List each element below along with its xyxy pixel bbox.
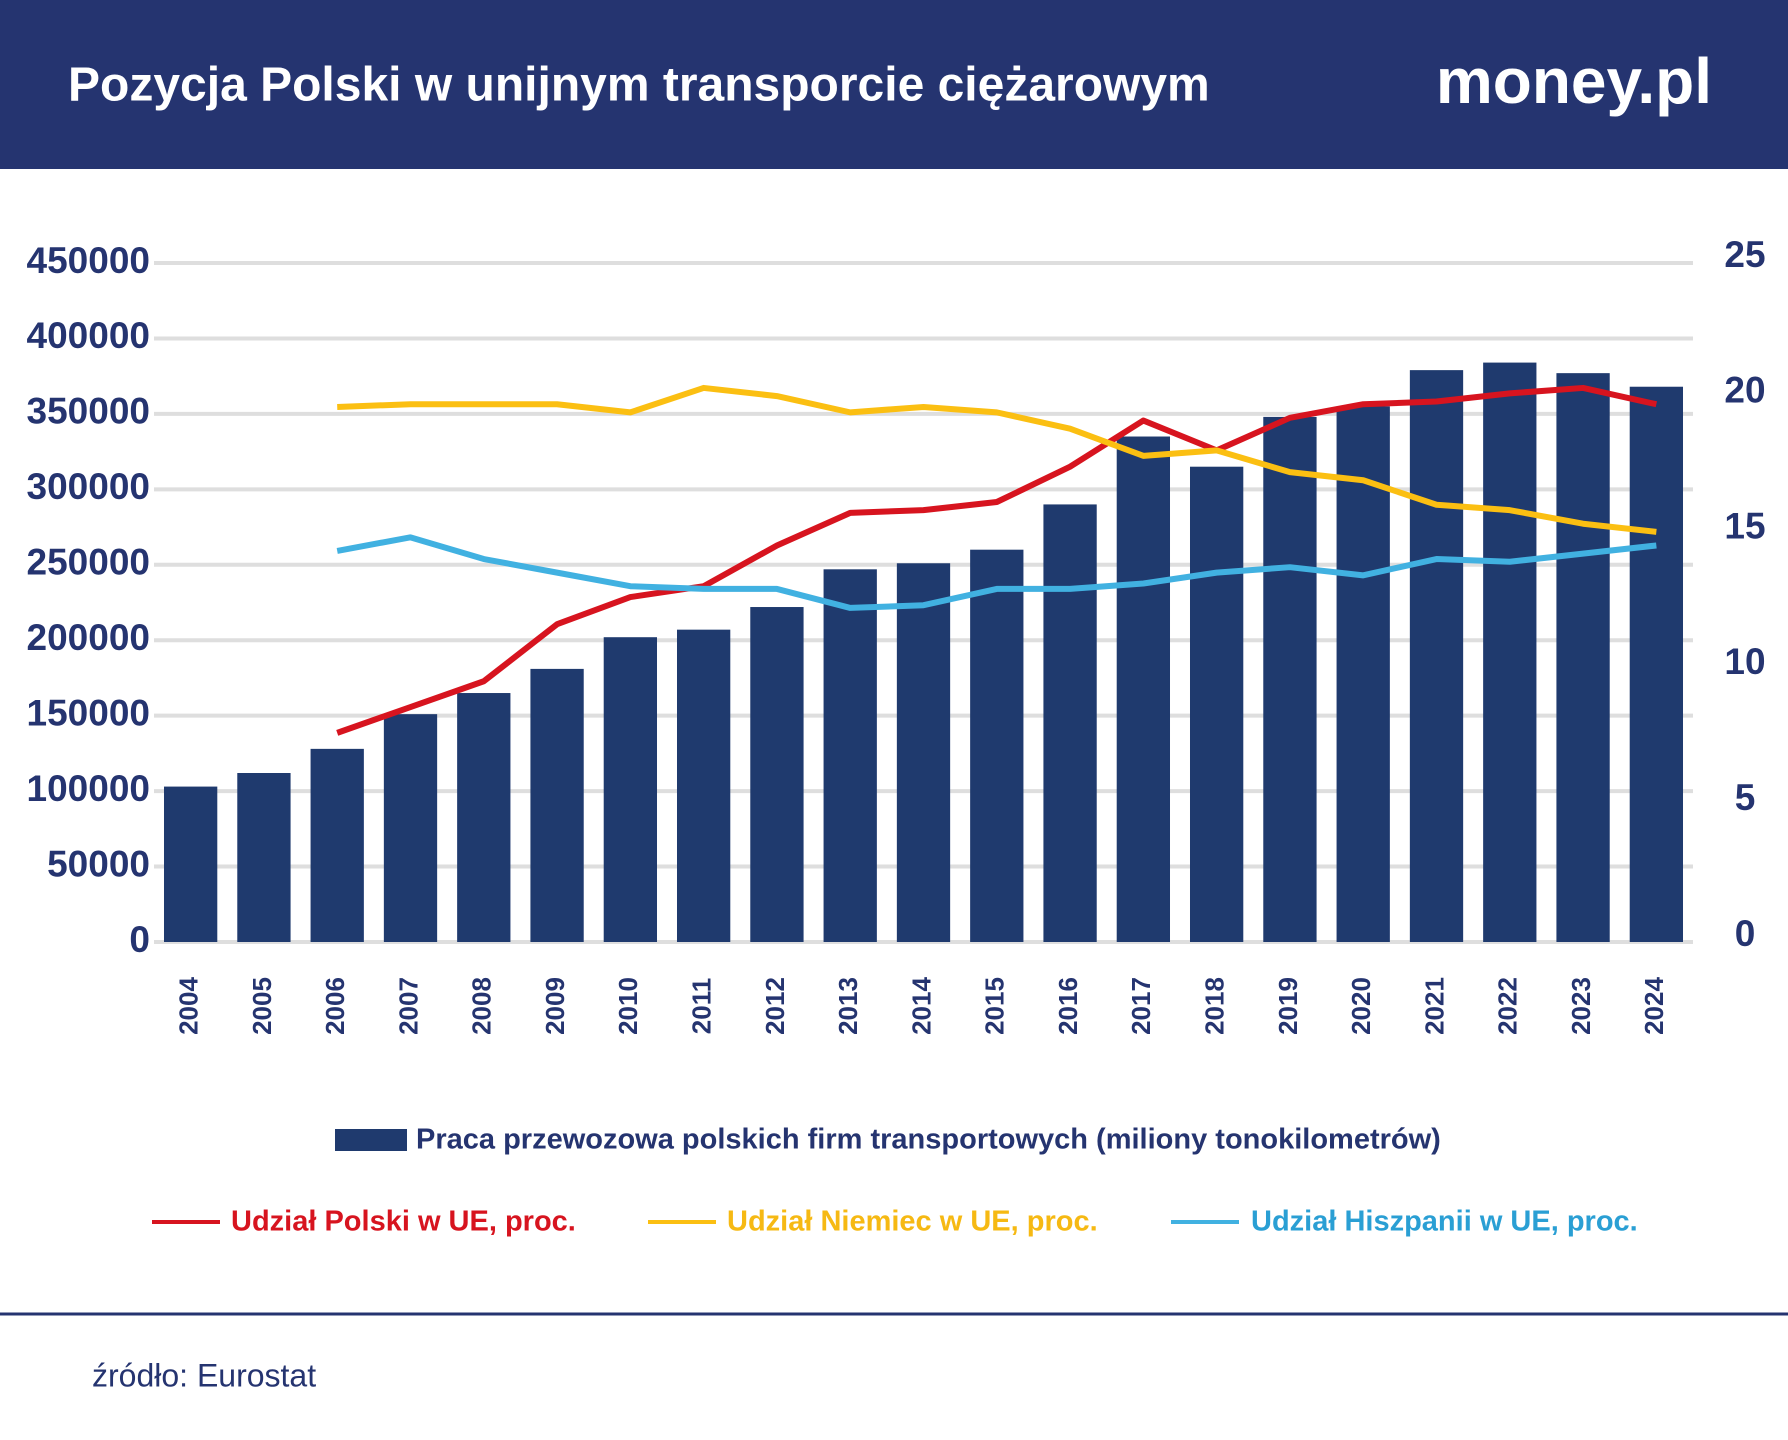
y2-tick-label: 25 (1724, 234, 1765, 275)
x-tick-label: 2007 (393, 977, 423, 1035)
x-tick-label: 2006 (320, 977, 350, 1035)
x-tick-label: 2020 (1346, 977, 1376, 1035)
y2-tick-label: 20 (1724, 370, 1765, 411)
y2-tick-label: 10 (1724, 641, 1765, 682)
x-tick-label: 2015 (980, 977, 1010, 1035)
x-tick-label: 2010 (613, 977, 643, 1035)
x-tick-label: 2023 (1566, 977, 1596, 1035)
chart-title: Pozycja Polski w unijnym transporcie cię… (68, 59, 1210, 112)
bar (750, 607, 804, 942)
y-tick-label: 150000 (27, 692, 150, 733)
bar (823, 569, 877, 942)
x-tick-label: 2009 (540, 977, 570, 1035)
x-tick-label: 2019 (1273, 977, 1303, 1035)
y-tick-label: 400000 (27, 315, 150, 356)
y-tick-label: 200000 (27, 617, 150, 658)
bar (1409, 370, 1464, 942)
y2-tick-label: 0 (1735, 913, 1756, 954)
x-tick-label: 2008 (467, 977, 497, 1035)
legend-label: Udział Polski w UE, proc. (231, 1206, 576, 1238)
y-tick-label: 100000 (27, 768, 150, 809)
x-tick-label: 2004 (174, 977, 204, 1035)
x-tick-label: 2018 (1200, 977, 1230, 1035)
bar (163, 786, 218, 942)
y-tick-label: 250000 (27, 542, 150, 583)
y2-tick-label: 15 (1724, 505, 1765, 546)
y-tick-label: 0 (129, 919, 150, 960)
x-tick-label: 2024 (1639, 977, 1669, 1035)
legend-swatch (335, 1129, 407, 1151)
bar (1556, 373, 1610, 942)
legend-label: Udział Hiszpanii w UE, proc. (1251, 1206, 1638, 1238)
y-tick-label: 50000 (47, 843, 150, 884)
x-tick-label: 2017 (1126, 977, 1156, 1035)
x-tick-label: 2016 (1053, 977, 1083, 1035)
y-tick-label: 350000 (27, 391, 150, 432)
x-tick-label: 2005 (247, 977, 277, 1035)
line-series (336, 384, 1658, 736)
bar (1483, 362, 1537, 942)
y-tick-label: 300000 (27, 466, 150, 507)
header (0, 0, 1788, 169)
bar (457, 693, 511, 942)
bar (1043, 504, 1097, 942)
x-tick-label: 2014 (906, 977, 936, 1035)
x-tick-label: 2011 (687, 978, 717, 1034)
bar (310, 748, 364, 942)
bar (676, 629, 731, 942)
legend-label: Praca przewozowa polskich firm transport… (416, 1124, 1441, 1156)
bar (1629, 386, 1684, 942)
y2-tick-label: 5 (1735, 777, 1756, 818)
bar (896, 563, 951, 942)
bar (383, 714, 438, 942)
bar (1336, 406, 1390, 942)
line-series (337, 384, 1657, 535)
x-tick-label: 2013 (833, 977, 863, 1035)
bar (970, 549, 1024, 942)
bar (1189, 466, 1244, 942)
bar (1116, 436, 1171, 942)
bar (237, 773, 291, 942)
bar (603, 637, 658, 942)
line-series (336, 534, 1657, 611)
x-tick-label: 2012 (760, 977, 790, 1035)
source-note: źródło: Eurostat (92, 1357, 316, 1393)
x-tick-label: 2022 (1493, 977, 1523, 1035)
bar (1263, 416, 1317, 942)
legend-label: Udział Niemiec w UE, proc. (727, 1206, 1098, 1238)
x-tick-label: 2021 (1419, 977, 1449, 1035)
brand-logo: money.pl (1436, 45, 1712, 117)
y-tick-label: 450000 (27, 240, 150, 281)
bar (530, 668, 584, 942)
